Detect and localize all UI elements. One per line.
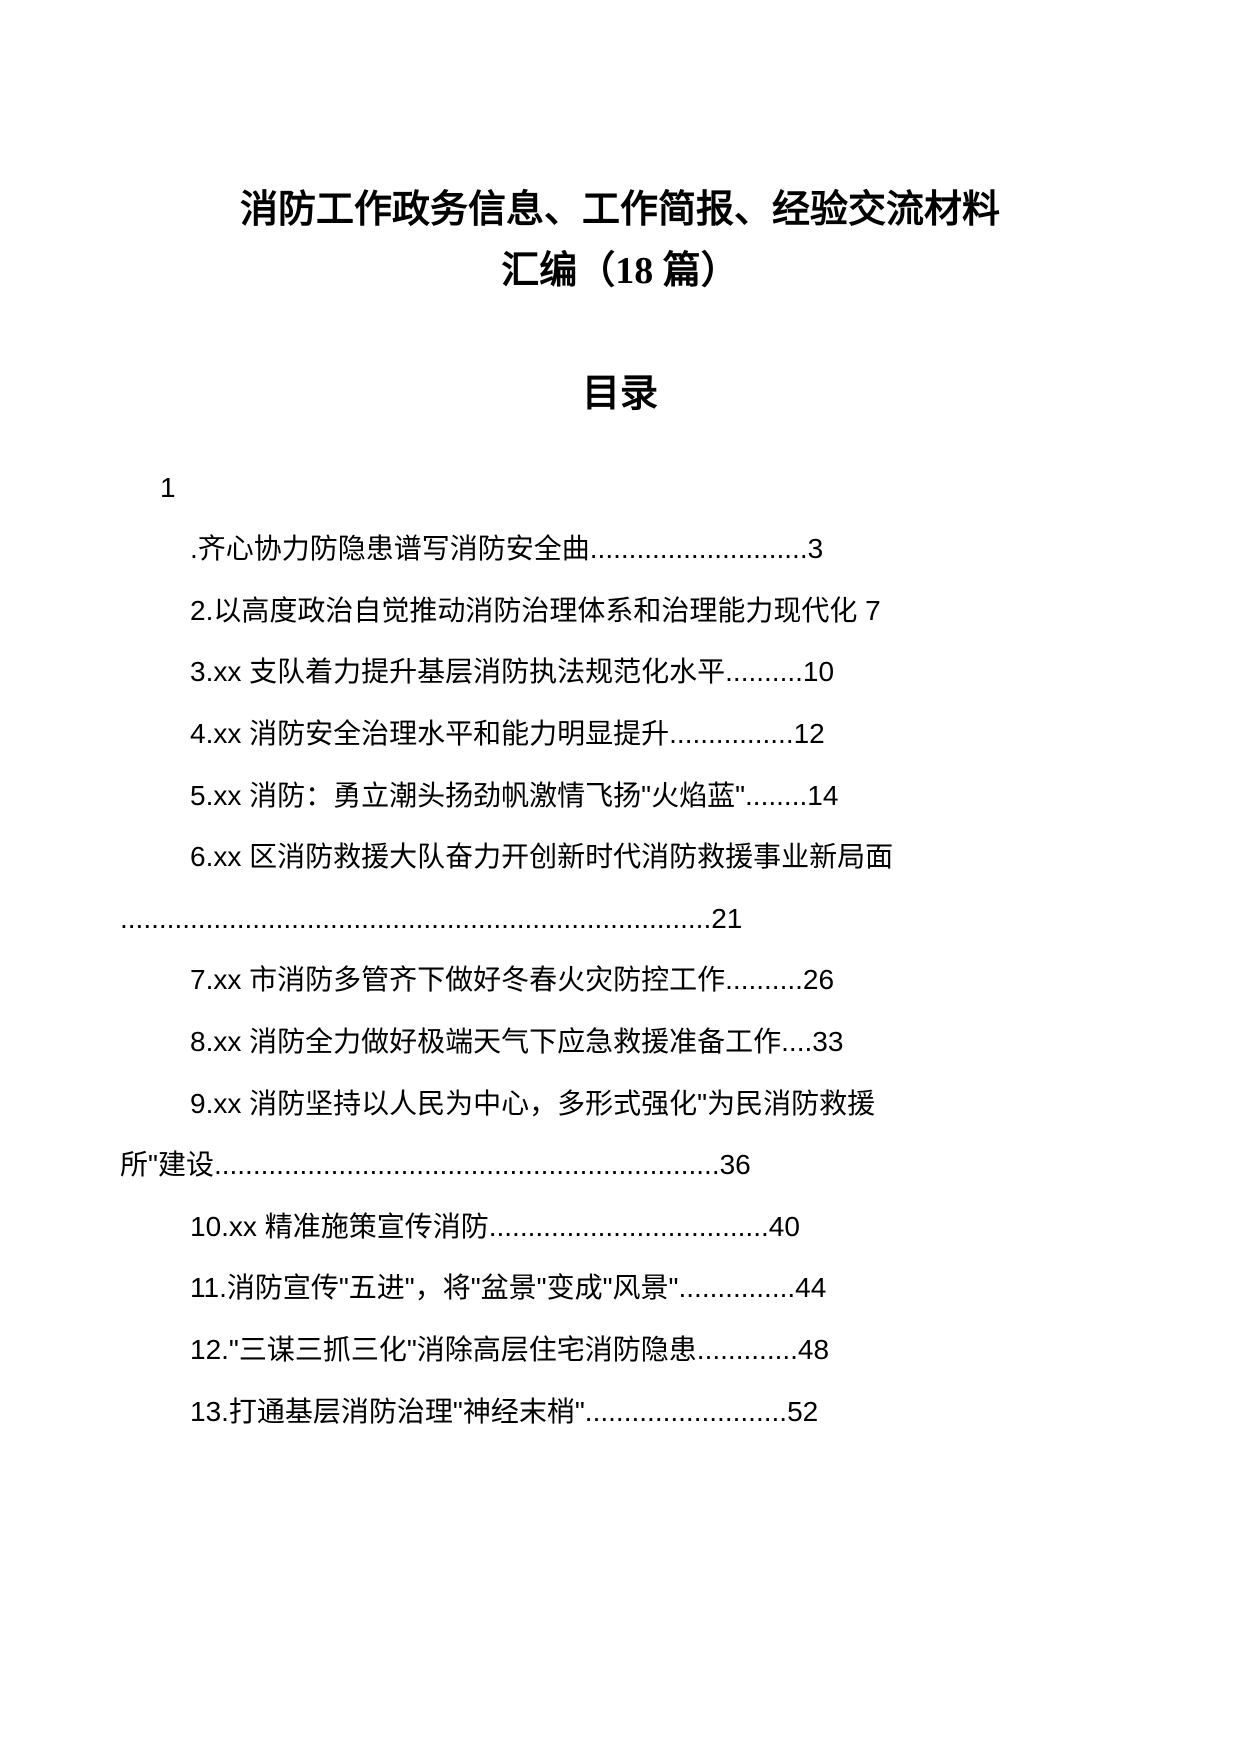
- toc-entry: 11.消防宣传"五进"，将"盆景"变成"风景"...............44: [120, 1257, 1120, 1319]
- main-title-line1: 消防工作政务信息、工作简报、经验交流材料: [120, 180, 1120, 241]
- toc-entry: 8.xx 消防全力做好极端天气下应急救援准备工作....33: [120, 1011, 1120, 1073]
- toc-entry: 3.xx 支队着力提升基层消防执法规范化水平..........10: [120, 641, 1120, 703]
- main-title-line2: 汇编（18 篇）: [120, 241, 1120, 302]
- toc-heading: 目录: [120, 362, 1120, 417]
- title-block: 消防工作政务信息、工作简报、经验交流材料 汇编（18 篇）: [120, 180, 1120, 302]
- toc-first-number: 1: [120, 457, 1120, 519]
- toc-entry: 6.xx 区消防救援大队奋力开创新时代消防救援事业新局面: [120, 826, 1120, 888]
- toc-entry-continuation: 所"建设....................................…: [120, 1134, 1120, 1196]
- toc-entries: .齐心协力防隐患谱写消防安全曲.........................…: [120, 518, 1120, 1442]
- toc-entry: .齐心协力防隐患谱写消防安全曲.........................…: [120, 518, 1120, 580]
- toc-entry-continuation: ........................................…: [120, 888, 1120, 950]
- toc-entry: 9.xx 消防坚持以人民为中心，多形式强化"为民消防救援: [120, 1073, 1120, 1135]
- toc-entry: 7.xx 市消防多管齐下做好冬春火灾防控工作..........26: [120, 949, 1120, 1011]
- toc-entry: 13.打通基层消防治理"神经末梢".......................…: [120, 1381, 1120, 1443]
- toc-entry: 2.以高度政治自觉推动消防治理体系和治理能力现代化 7: [120, 580, 1120, 642]
- toc-entry: 5.xx 消防：勇立潮头扬劲帆激情飞扬"火焰蓝"........14: [120, 765, 1120, 827]
- toc-entry: 4.xx 消防安全治理水平和能力明显提升................12: [120, 703, 1120, 765]
- toc-entry: 10.xx 精准施策宣传消防..........................…: [120, 1196, 1120, 1258]
- toc-body: 1 .齐心协力防隐患谱写消防安全曲.......................…: [120, 457, 1120, 1443]
- toc-entry: 12."三谋三抓三化"消除高层住宅消防隐患.............48: [120, 1319, 1120, 1381]
